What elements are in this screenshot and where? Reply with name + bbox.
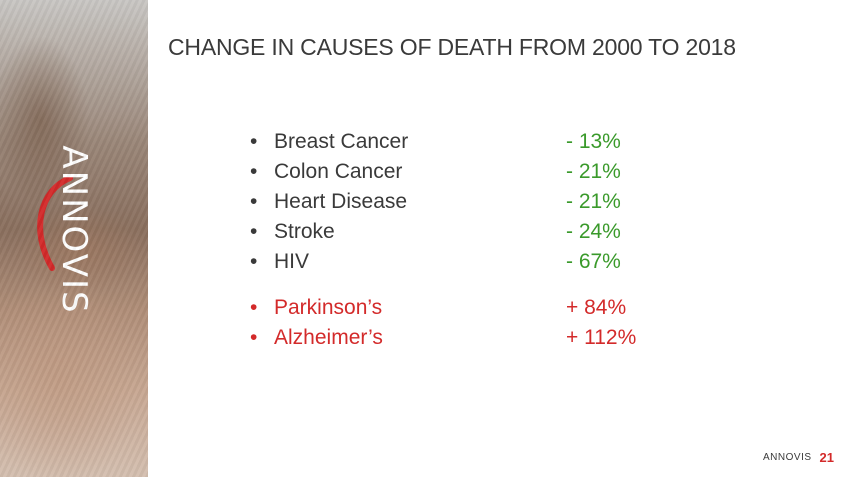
causes-list: • Breast Cancer - 13% • Colon Cancer - 2… xyxy=(250,127,680,353)
cause-name: Parkinson’s xyxy=(274,296,383,319)
cause-name: Stroke xyxy=(274,220,335,243)
cause-name: Breast Cancer xyxy=(274,130,409,153)
list-item: • Alzheimer’s + 112% xyxy=(250,323,680,353)
cause-change: + 84% xyxy=(566,296,627,319)
cause-change: + 112% xyxy=(566,326,637,349)
cause-name: HIV xyxy=(274,250,310,273)
list-spacer xyxy=(250,277,680,293)
bullet: • xyxy=(250,250,258,273)
footer-logo: ANNOVIS xyxy=(763,452,812,463)
cause-change: - 67% xyxy=(566,250,621,273)
list-item: • Breast Cancer - 13% xyxy=(250,127,680,157)
logo-swoosh-icon xyxy=(37,175,73,271)
slide-title: CHANGE IN CAUSES OF DEATH FROM 2000 TO 2… xyxy=(168,34,736,60)
bullet: • xyxy=(250,130,258,153)
bullet: • xyxy=(250,296,258,319)
cause-change: - 21% xyxy=(566,190,621,213)
list-item: • Parkinson’s + 84% xyxy=(250,293,680,323)
cause-change: - 21% xyxy=(566,160,621,183)
cause-name: Alzheimer’s xyxy=(274,326,383,349)
bullet: • xyxy=(250,220,258,243)
page-number: 21 xyxy=(819,450,834,465)
cause-name: Colon Cancer xyxy=(274,160,403,183)
bullet: • xyxy=(250,190,258,213)
cause-name: Heart Disease xyxy=(274,190,408,213)
hands-photo: ANNOVIS xyxy=(0,0,148,477)
list-item: • HIV - 67% xyxy=(250,247,680,277)
slide-footer: ANNOVIS 21 xyxy=(763,450,834,465)
cause-change: - 13% xyxy=(566,130,621,153)
side-logo: ANNOVIS xyxy=(54,145,94,315)
list-item: • Stroke - 24% xyxy=(250,217,680,247)
cause-change: - 24% xyxy=(566,220,621,243)
bullet: • xyxy=(250,326,258,349)
list-item: • Colon Cancer - 21% xyxy=(250,157,680,187)
bullet: • xyxy=(250,160,258,183)
list-item: • Heart Disease - 21% xyxy=(250,187,680,217)
